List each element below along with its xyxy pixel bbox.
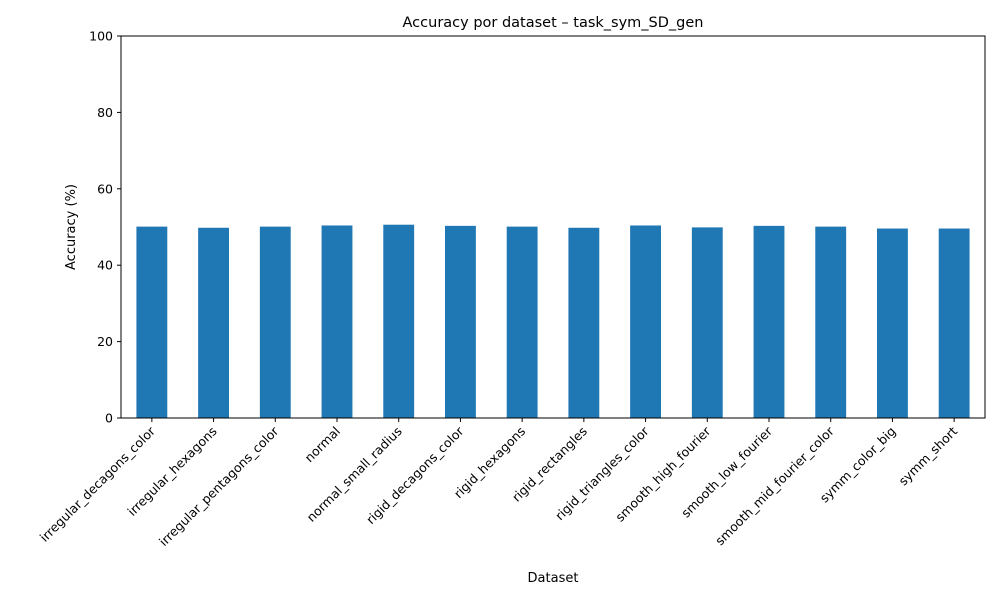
y-tick-label: 80 [97,105,113,120]
bar-irregular_hexagons [198,227,229,418]
bar-normal_small_radius [383,224,415,418]
bar-rigid_hexagons [506,226,538,418]
bars-group [136,224,970,418]
x-axis-label: Dataset [528,571,579,586]
x-tick-label: irregular_pentagons_color [156,423,282,549]
x-tick-label: normal [302,424,344,466]
plot-frame [120,35,986,419]
y-tick-label: 100 [89,29,113,44]
bar-normal [321,225,353,418]
bar-rigid_decagons_color [445,225,476,418]
y-tick-label: 20 [97,334,113,349]
x-tick-label: smooth_mid_fourier_color [712,423,837,548]
y-axis: 0 20 40 60 80 100 [89,29,121,426]
bar-rigid_rectangles [568,227,600,418]
bar-irregular_decagons_color [136,226,168,418]
bar-symm_short [938,228,970,418]
y-tick-label: 60 [97,181,113,196]
bar-smooth_mid_fourier_color [815,226,847,418]
y-tick-label: 40 [97,258,113,273]
bar-smooth_low_fourier [753,225,785,418]
chart-title: Accuracy por dataset – task_sym_SD_gen [403,15,704,31]
x-axis: irregular_decagons_colorirregular_hexago… [37,418,960,549]
y-tick-label: 0 [105,411,113,426]
x-tick-label: irregular_decagons_color [37,423,159,545]
bar-irregular_pentagons_color [259,226,291,418]
x-tick-label: symm_short [895,423,960,488]
y-axis-label: Accuracy (%) [64,184,79,270]
bar-symm_color_big [877,228,908,418]
bar-smooth_high_fourier [691,227,723,418]
bar-rigid_triangles_color [630,225,661,418]
